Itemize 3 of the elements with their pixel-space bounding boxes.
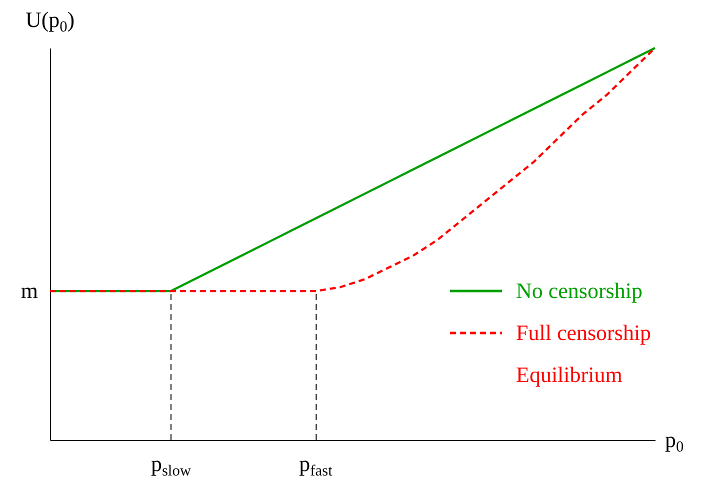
text: m <box>20 278 38 304</box>
legend-label: No censorship <box>516 278 642 303</box>
legend-label: Full censorship Equilibrium <box>516 320 652 387</box>
